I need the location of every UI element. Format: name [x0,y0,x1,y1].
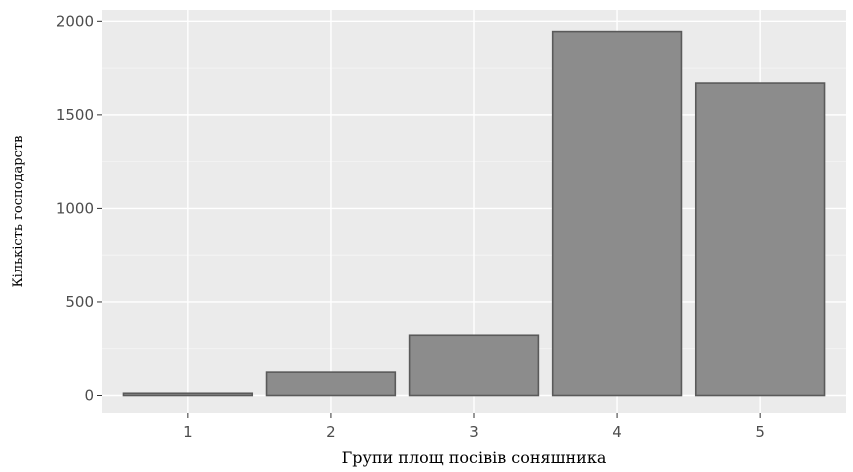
x-tick-label: 2 [326,423,336,441]
x-tick-label: 4 [612,423,622,441]
y-axis-title: Кількість господарств [11,136,26,288]
bar-4 [551,30,683,397]
bar-5 [694,82,826,397]
x-tick-label: 5 [755,423,765,441]
bar-1 [122,392,254,397]
y-tick-label: 500 [65,293,94,311]
y-tick-label: 2000 [56,12,94,30]
x-tick-label: 3 [469,423,479,441]
y-tick-label: 0 [84,387,94,405]
y-tick-label: 1500 [56,106,94,124]
bar-2 [265,371,397,397]
axis-ticks [97,20,761,418]
y-tick-label: 1000 [56,199,94,217]
x-axis-title: Групи площ посівів соняшника [342,448,607,467]
axis-labels: 0 500 1000 1500 2000 1 2 3 4 5 [56,12,765,441]
bars [122,30,826,397]
x-tick-label: 1 [183,423,193,441]
bar-3 [408,334,540,397]
